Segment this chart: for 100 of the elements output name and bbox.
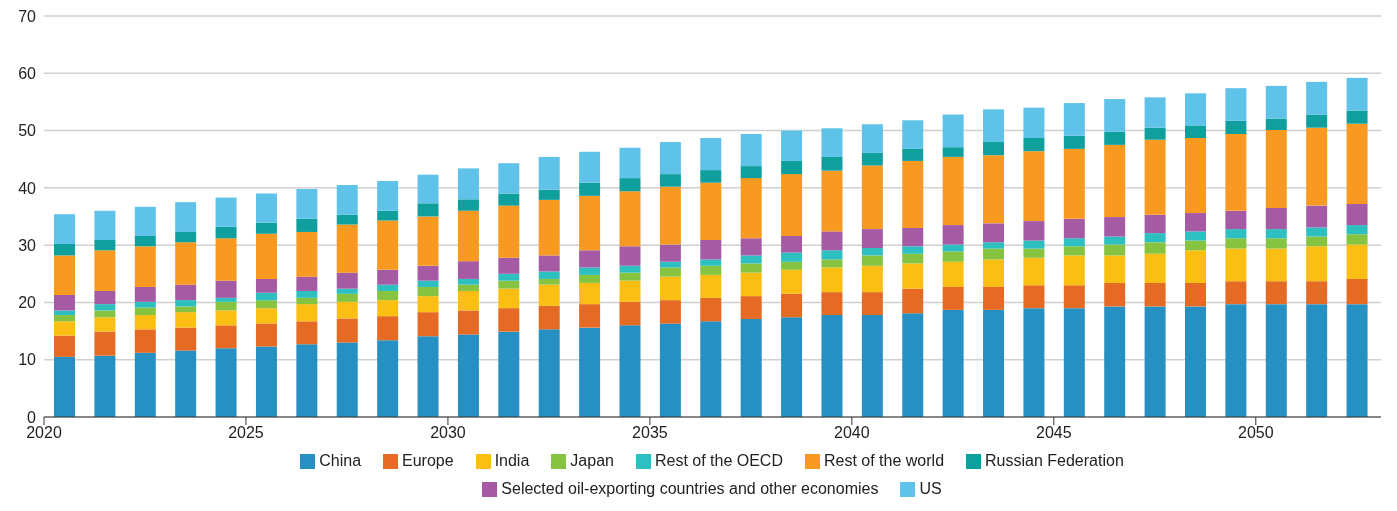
bar — [1185, 240, 1206, 251]
bar — [1306, 114, 1328, 128]
x-tick-label: 2025 — [228, 424, 264, 442]
bar — [579, 195, 601, 251]
bar — [821, 231, 843, 251]
bar — [417, 174, 439, 204]
x-tick-label: 2040 — [834, 424, 870, 442]
bar — [983, 242, 1005, 249]
bar — [538, 255, 560, 272]
x-tick-label: 2035 — [632, 424, 668, 442]
bar — [942, 286, 964, 310]
bar — [821, 250, 843, 260]
bar — [942, 261, 964, 287]
bar — [54, 321, 75, 336]
bar — [1023, 151, 1045, 222]
bar — [134, 286, 156, 302]
legend-label: Russian Federation — [985, 452, 1124, 469]
bar — [94, 331, 116, 356]
bar — [457, 278, 479, 285]
bar — [861, 124, 883, 153]
bar — [1306, 205, 1328, 228]
bar — [781, 160, 803, 175]
bar — [1063, 103, 1085, 136]
bar — [134, 246, 156, 287]
bar — [1104, 306, 1126, 417]
bar — [619, 272, 641, 281]
bar — [740, 134, 762, 167]
bar — [1144, 233, 1166, 243]
bar — [1185, 138, 1206, 214]
bar — [579, 267, 601, 275]
bar — [538, 271, 560, 279]
bar — [659, 244, 681, 262]
bar — [740, 178, 762, 239]
legend-label: Selected oil-exporting countries and other economies — [501, 480, 879, 497]
bar — [861, 165, 883, 230]
bar — [983, 155, 1005, 224]
legend-label: India — [494, 452, 530, 469]
bar — [498, 257, 520, 274]
bar — [417, 280, 439, 287]
bar — [781, 317, 803, 417]
bar — [659, 300, 681, 324]
bar — [296, 218, 318, 232]
bar — [1225, 229, 1247, 239]
bar — [336, 288, 358, 294]
bar — [215, 226, 237, 239]
bar — [983, 286, 1005, 310]
bar — [1104, 131, 1126, 145]
bar — [700, 182, 722, 240]
bar — [942, 225, 964, 245]
bar — [255, 292, 277, 301]
bar — [700, 259, 722, 266]
bar — [255, 323, 277, 347]
x-tick-label: 2050 — [1237, 424, 1274, 442]
bar — [659, 323, 681, 417]
bar — [296, 304, 318, 322]
bar — [861, 255, 883, 266]
bar — [417, 336, 439, 417]
bar — [619, 147, 641, 179]
bar — [538, 305, 560, 330]
bar — [861, 265, 883, 293]
bar — [54, 214, 75, 244]
bar — [861, 229, 883, 249]
bar — [457, 310, 479, 335]
bar — [821, 315, 843, 417]
y-tick-label: 50 — [18, 122, 37, 140]
bar — [336, 301, 358, 319]
bar — [902, 288, 924, 314]
bar — [215, 238, 237, 281]
bar — [700, 170, 722, 183]
bar — [175, 284, 197, 301]
bar — [1023, 248, 1045, 258]
legend-label: Europe — [402, 452, 454, 469]
bar — [821, 267, 843, 293]
bar — [457, 284, 479, 291]
bar — [94, 290, 116, 305]
bar — [1346, 203, 1368, 226]
bar — [538, 329, 560, 417]
bar — [1306, 127, 1328, 206]
bar — [1104, 244, 1126, 256]
bar — [1265, 229, 1287, 239]
bar — [781, 261, 803, 270]
bar — [1346, 225, 1368, 235]
bar — [983, 109, 1005, 143]
bar — [1185, 231, 1206, 241]
bar — [1144, 242, 1166, 254]
bar — [134, 206, 156, 236]
bar — [296, 290, 318, 298]
bar — [336, 214, 358, 225]
bar — [1225, 210, 1247, 230]
bar — [1063, 246, 1085, 256]
bar — [377, 316, 399, 341]
legend-label: Japan — [570, 452, 614, 469]
bar — [1346, 110, 1368, 124]
bar — [175, 312, 197, 328]
bar — [417, 312, 439, 337]
y-tick-label: 40 — [18, 179, 37, 197]
bar — [255, 308, 277, 324]
bar — [1265, 238, 1287, 249]
bar — [781, 130, 803, 161]
bar — [781, 174, 803, 236]
